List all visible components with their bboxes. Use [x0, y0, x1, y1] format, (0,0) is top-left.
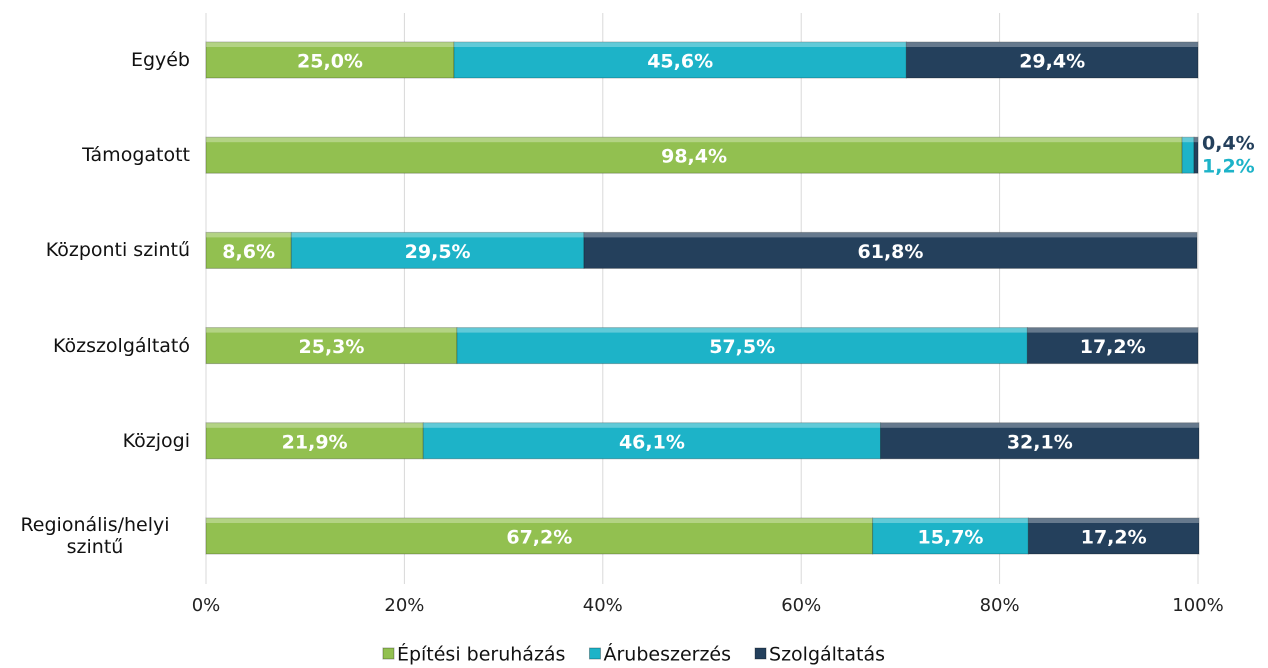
bar-highlight	[872, 518, 1029, 523]
y-tick-label: Támogatott	[0, 125, 190, 185]
x-tick-label: 100%	[1172, 595, 1223, 616]
x-tick-label: 40%	[583, 595, 623, 616]
data-label: 17,2%	[1080, 336, 1146, 358]
data-label: 21,9%	[282, 431, 348, 453]
legend-swatch	[382, 647, 395, 660]
bar-highlight	[206, 327, 457, 333]
category-text: Közszolgáltató	[52, 334, 190, 357]
data-label: 45,6%	[647, 51, 713, 73]
bar-highlight	[206, 232, 292, 238]
legend-swatch	[588, 647, 601, 660]
bar-segment	[205, 327, 458, 365]
x-tick-label: 0%	[192, 595, 221, 616]
category-text: Támogatott	[82, 144, 190, 167]
bar-segment	[880, 422, 1200, 460]
bar-highlight	[1194, 137, 1198, 143]
y-tick-label: Közjogi	[0, 411, 190, 471]
bar-highlight	[291, 232, 584, 238]
bar-highlight	[880, 422, 1199, 428]
bar-highlight	[206, 518, 873, 523]
bar-segment	[422, 422, 882, 460]
bar-segment	[583, 231, 1198, 269]
data-label: 1,2%	[1202, 156, 1255, 178]
data-label: 25,0%	[297, 51, 363, 73]
data-label: 8,6%	[222, 241, 275, 263]
x-tick-label: 80%	[980, 595, 1020, 616]
bar-highlight	[423, 422, 881, 428]
bar-highlight	[906, 42, 1198, 47]
bar-highlight	[1028, 518, 1199, 523]
data-label: 67,2%	[506, 527, 572, 549]
bar-highlight	[206, 422, 424, 428]
legend-label: Árubeszerzés	[603, 643, 731, 666]
x-tick-label: 60%	[781, 595, 821, 616]
y-tick-label: Központi szintű	[0, 220, 190, 280]
bar-segment	[905, 41, 1199, 79]
data-label: 0,4%	[1202, 133, 1255, 155]
category-text: Központi szintű	[45, 239, 190, 262]
data-label: 15,7%	[918, 527, 984, 549]
category-text: Egyéb	[130, 49, 190, 71]
bar-segment	[1026, 327, 1199, 365]
category-text: Regionális/helyi szintű	[20, 514, 170, 558]
bar-highlight	[583, 232, 1198, 238]
bar-highlight	[1027, 327, 1198, 333]
bar-segment	[290, 231, 585, 269]
data-label: 25,3%	[299, 336, 365, 358]
legend-label: Építési beruházás	[397, 643, 566, 666]
bar-highlight	[206, 42, 454, 47]
data-label: 46,1%	[619, 431, 685, 453]
y-tick-label: Közszolgáltató	[0, 316, 190, 376]
data-label: 17,2%	[1081, 527, 1147, 549]
category-text: Közjogi	[122, 429, 190, 452]
x-tick-label: 20%	[384, 595, 424, 616]
bar-segment	[1193, 136, 1199, 174]
bar-segment	[205, 136, 1183, 174]
y-tick-label: Egyéb	[0, 30, 190, 90]
data-label: 98,4%	[661, 146, 727, 168]
data-label: 29,4%	[1019, 51, 1085, 73]
bar-segment	[205, 422, 424, 460]
y-tick-label: Regionális/helyi szintű	[0, 506, 190, 566]
bar-segment	[456, 327, 1028, 365]
bar-segment	[205, 517, 874, 555]
bar-segment	[1027, 517, 1200, 555]
data-label: 57,5%	[709, 336, 775, 358]
bar-segment	[205, 231, 292, 269]
bar-segment	[1181, 136, 1195, 174]
data-label: 29,5%	[405, 241, 471, 263]
legend-label: Szolgáltatás	[769, 644, 885, 666]
bar-segment	[205, 41, 455, 79]
bar-highlight	[456, 327, 1028, 333]
data-label: 32,1%	[1007, 431, 1073, 453]
data-label: 61,8%	[858, 241, 924, 263]
bar-highlight	[1182, 137, 1195, 143]
bar-highlight	[206, 137, 1183, 143]
legend-swatch	[754, 647, 767, 660]
bar-highlight	[454, 42, 907, 47]
